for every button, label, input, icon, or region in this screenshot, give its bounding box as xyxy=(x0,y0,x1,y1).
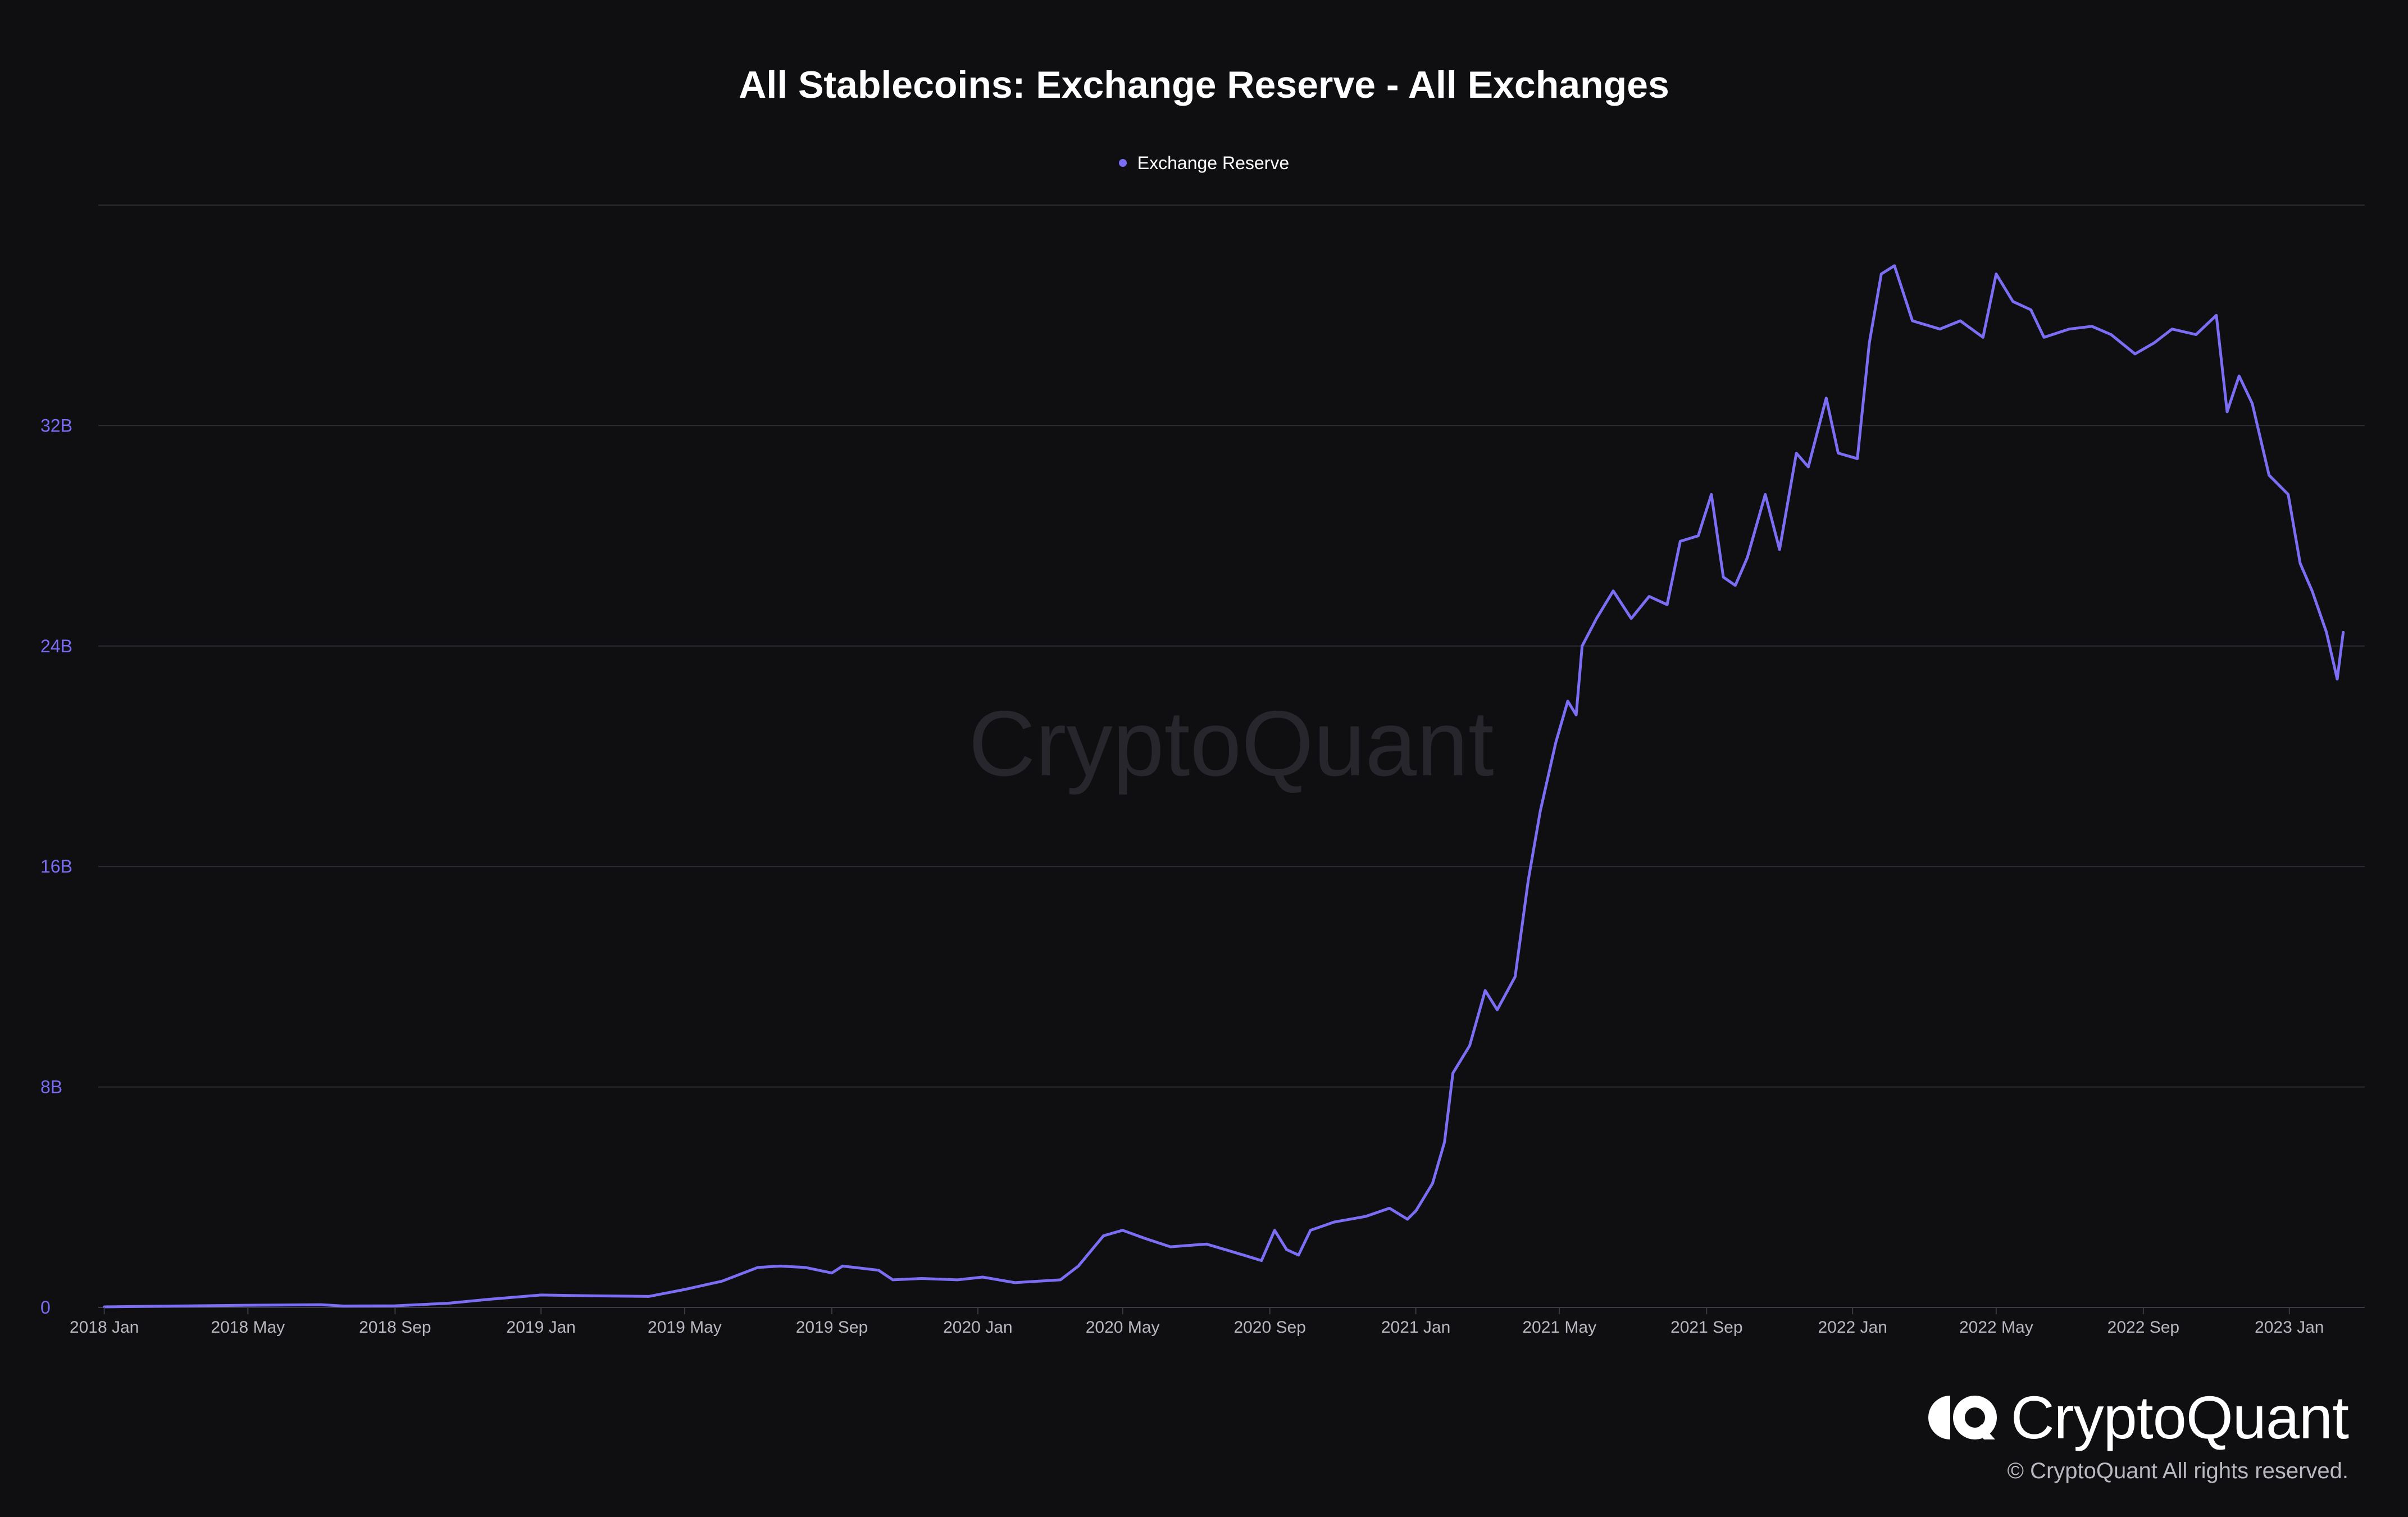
y-tick-label: 16B xyxy=(40,856,72,876)
copyright-text: © CryptoQuant All rights reserved. xyxy=(2007,1459,2349,1483)
x-tick-label: 2021 Jan xyxy=(1381,1318,1450,1337)
x-tick-label: 2022 Jan xyxy=(1818,1318,1887,1337)
x-tick-label: 2020 May xyxy=(1086,1318,1160,1337)
legend-dot-icon xyxy=(1118,158,1127,167)
x-tick-label: 2019 May xyxy=(648,1318,722,1337)
x-tick-label: 2020 Sep xyxy=(1233,1318,1305,1337)
x-tick-label: 2021 May xyxy=(1522,1318,1596,1337)
brand: CryptoQuant xyxy=(1926,1382,2349,1452)
x-tick-label: 2022 Sep xyxy=(2107,1318,2179,1337)
x-tick-label: 2021 Sep xyxy=(1670,1318,1742,1337)
y-tick-label: 24B xyxy=(40,636,72,656)
series-line-exchange-reserve xyxy=(103,264,2345,1309)
x-tick-label: 2019 Jan xyxy=(507,1318,576,1337)
grid-lines xyxy=(98,205,2365,1308)
chart-title: All Stablecoins: Exchange Reserve - All … xyxy=(739,63,1669,106)
brand-name: CryptoQuant xyxy=(2010,1383,2349,1451)
x-tick-label: 2018 Jan xyxy=(70,1318,139,1337)
x-tick-label: 2018 Sep xyxy=(359,1318,431,1337)
x-tick-label: 2018 May xyxy=(211,1318,285,1337)
x-tick-label: 2023 Jan xyxy=(2255,1318,2324,1337)
x-tick-label: 2019 Sep xyxy=(796,1318,868,1337)
x-tick-label: 2022 May xyxy=(1959,1318,2033,1337)
y-tick-label: 32B xyxy=(40,415,72,435)
x-tick-label: 2020 Jan xyxy=(943,1318,1012,1337)
y-tick-label: 8B xyxy=(40,1077,62,1097)
x-axis: 2018 Jan 2018 May 2018 Sep 2019 Jan 2019 May… xyxy=(70,1307,2324,1337)
y-tick-label: 0 xyxy=(40,1297,51,1318)
watermark: CryptoQuant xyxy=(968,692,1494,795)
legend-label: Exchange Reserve xyxy=(1137,153,1290,173)
series-layer xyxy=(103,264,2345,1309)
y-axis: 0 8B 16B 24B 32B xyxy=(40,415,72,1318)
cryptoquant-logo-icon xyxy=(1928,1395,1997,1439)
legend[interactable]: Exchange Reserve xyxy=(0,153,2408,174)
